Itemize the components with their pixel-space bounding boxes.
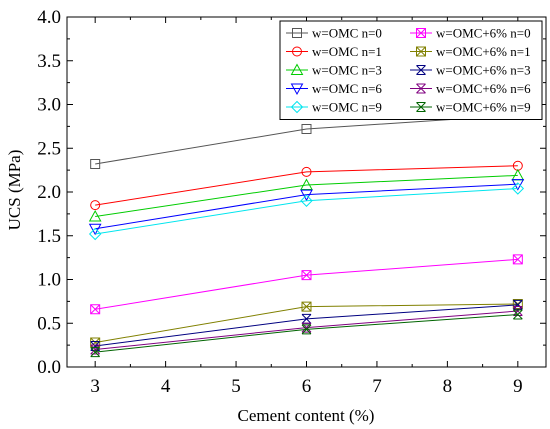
data-point — [300, 189, 313, 202]
data-point — [301, 322, 312, 333]
data-point — [88, 223, 102, 236]
data-point — [512, 299, 523, 310]
legend-marker — [416, 28, 426, 38]
data-point — [301, 301, 312, 312]
data-point — [511, 179, 525, 191]
legend-item: w=OMC+6% n=0 — [410, 26, 531, 41]
data-point — [90, 304, 101, 315]
y-tick-label: 3.0 — [37, 95, 61, 116]
legend-item: w=OMC n=1 — [286, 44, 382, 59]
data-point — [511, 168, 525, 181]
legend-label: w=OMC+6% n=6 — [436, 81, 531, 96]
x-tick-label: 9 — [513, 376, 523, 397]
x-tick-label: 6 — [302, 376, 312, 397]
data-point — [90, 344, 101, 355]
legend-marker — [290, 83, 304, 96]
legend-marker — [292, 46, 302, 57]
legend-item: w=OMC+6% n=6 — [410, 81, 531, 96]
legend-label: w=OMC+6% n=0 — [436, 26, 531, 41]
data-point — [512, 254, 523, 265]
legend-item: w=OMC+6% n=3 — [410, 63, 531, 78]
y-axis-title: UCS (MPa) — [5, 150, 24, 231]
data-point — [511, 182, 525, 195]
y-tick-label: 0.0 — [37, 357, 61, 378]
series-9 — [90, 309, 523, 358]
legend-marker — [290, 100, 304, 114]
data-point — [300, 178, 313, 190]
legend-marker — [416, 83, 426, 94]
legend-item: w=OMC+6% n=1 — [410, 44, 531, 59]
y-tick-label: 0.5 — [37, 313, 61, 334]
y-tick-label: 1.0 — [37, 270, 61, 291]
data-point — [90, 159, 101, 169]
x-axis-title: Cement content (%) — [238, 406, 375, 425]
series-4 — [88, 182, 525, 241]
legend-box — [279, 20, 543, 120]
series-line — [95, 188, 518, 235]
legend-item: w=OMC n=3 — [286, 63, 382, 78]
data-point — [301, 124, 312, 134]
data-point — [301, 324, 312, 335]
data-point — [301, 313, 312, 324]
legend-label: w=OMC n=3 — [312, 63, 382, 78]
legend-label: w=OMC n=0 — [312, 26, 382, 41]
data-point — [301, 270, 312, 281]
y-tick-label: 4.0 — [37, 7, 61, 28]
legend-marker — [416, 46, 426, 57]
x-tick-label: 4 — [161, 376, 171, 397]
y-tick-label: 3.5 — [37, 51, 61, 72]
legend-marker — [416, 65, 426, 75]
legend-item: w=OMC n=9 — [286, 100, 382, 115]
legend-marker — [292, 28, 302, 38]
data-point — [300, 194, 313, 207]
legend-label: w=OMC n=1 — [312, 44, 382, 59]
legend-marker — [416, 102, 426, 112]
series-8 — [90, 306, 523, 355]
legend-label: w=OMC n=6 — [312, 81, 382, 96]
legend-item: w=OMC+6% n=9 — [410, 100, 531, 115]
legend-label: w=OMC n=9 — [312, 100, 382, 115]
series-line — [95, 114, 518, 165]
data-point — [90, 341, 101, 351]
legend-item: w=OMC n=0 — [286, 26, 382, 41]
y-tick-label: 2.5 — [37, 138, 61, 159]
series-line — [95, 165, 518, 206]
series-line — [95, 314, 518, 353]
data-point — [90, 347, 101, 358]
legend-label: w=OMC+6% n=1 — [436, 44, 531, 59]
x-tick-label: 7 — [372, 376, 382, 397]
data-point — [301, 166, 312, 177]
legend-marker — [290, 63, 304, 75]
x-tick-label: 3 — [90, 376, 100, 397]
legend-item: w=OMC n=6 — [286, 81, 382, 96]
y-tick-label: 2.0 — [37, 182, 61, 203]
legend-label: w=OMC+6% n=9 — [436, 100, 531, 115]
y-tick-label: 1.5 — [37, 226, 61, 247]
series-7 — [90, 299, 523, 351]
data-point — [512, 309, 523, 320]
series-line — [95, 174, 518, 217]
data-point — [88, 209, 102, 222]
x-tick-label: 8 — [443, 376, 453, 397]
legend-label: w=OMC+6% n=3 — [436, 63, 531, 78]
series-line — [95, 310, 518, 350]
legend: w=OMC n=0 w=OMC n=1 w=OMC n=3 w=OMC n=6 w=OM… — [279, 20, 543, 120]
x-tick-label: 5 — [231, 376, 241, 397]
data-point — [90, 200, 101, 211]
data-point — [512, 306, 523, 316]
data-point — [88, 227, 102, 241]
series-5 — [90, 254, 523, 315]
